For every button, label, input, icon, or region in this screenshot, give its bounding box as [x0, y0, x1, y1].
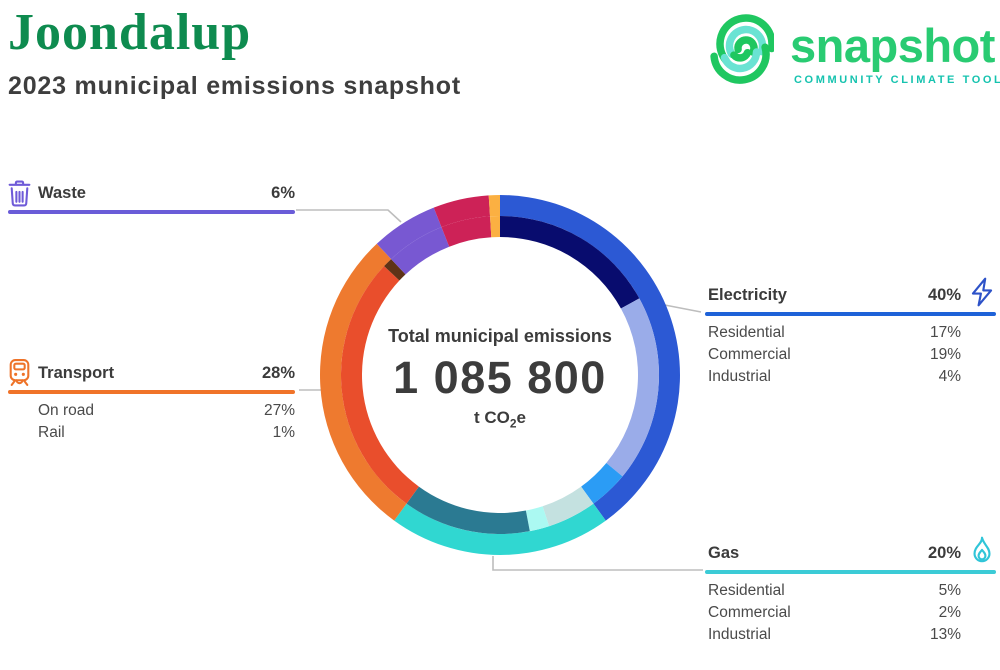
category-rule-electricity — [705, 312, 996, 316]
donut-segment-subcategories-electricity-industrial[interactable] — [581, 462, 623, 504]
lightning-icon — [968, 276, 996, 313]
donut-segment-subcategories-gas-commercial[interactable] — [525, 506, 550, 532]
subcategory-row-onroad: On road 27% — [38, 402, 295, 419]
donut-segment-subcategories-electricity-commercial[interactable] — [606, 298, 659, 477]
subcategory-row-elec-industrial: Industrial 4% — [708, 368, 961, 385]
category-gas: Gas 20% Residential 5% Commercial 2% Ind… — [705, 536, 996, 646]
category-label-waste: Waste — [38, 184, 86, 202]
category-rule-gas — [705, 570, 996, 574]
category-label-electricity: Electricity — [708, 286, 787, 304]
donut-segment-subcategories-unlabeled-a[interactable] — [441, 216, 492, 247]
snapshot-logo-mark-icon — [710, 14, 774, 84]
category-electricity: Electricity 40% Residential 17% Commerci… — [705, 277, 996, 388]
donut-segment-categories-transport[interactable] — [320, 243, 407, 521]
total-emissions-value: 1 085 800 — [393, 352, 607, 403]
train-icon — [8, 358, 31, 392]
category-waste: Waste 6% — [8, 180, 295, 214]
donut-segment-subcategories-gas-industrial[interactable] — [406, 486, 530, 534]
subcategory-row-gas-residential: Residential 5% — [708, 582, 961, 599]
leader-line-waste — [296, 209, 402, 223]
donut-segment-subcategories-waste[interactable] — [391, 227, 450, 275]
subcategory-row-gas-industrial: Industrial 13% — [708, 626, 961, 643]
page-subtitle: 2023 municipal emissions snapshot — [8, 72, 461, 100]
category-label-gas: Gas — [708, 544, 740, 562]
donut-segment-subcategories-transport-on-road[interactable] — [341, 266, 419, 504]
page-title: Joondalup — [8, 4, 252, 61]
donut-segment-subcategories-unlabeled-b[interactable] — [490, 215, 500, 238]
subcategory-row-elec-residential: Residential 17% — [708, 324, 961, 341]
donut-segment-subcategories-transport-rail[interactable] — [384, 259, 406, 281]
total-emissions-label: Total municipal emissions — [388, 326, 612, 346]
leader-line-gas — [492, 556, 703, 571]
subcategory-row-rail: Rail 1% — [38, 424, 295, 441]
category-label-transport: Transport — [38, 364, 115, 382]
snapshot-logo-tagline: COMMUNITY CLIMATE TOOL — [794, 74, 1000, 86]
donut-segment-categories-unlabeled-b[interactable] — [488, 195, 500, 217]
trash-icon — [8, 180, 31, 212]
donut-segment-categories-waste[interactable] — [376, 207, 442, 260]
donut-center: Total municipal emissions 1 085 800 t CO… — [350, 326, 650, 430]
category-value-transport: 28% — [261, 364, 295, 382]
total-emissions-unit: t CO2e — [474, 408, 526, 431]
donut-segment-categories-electricity[interactable] — [500, 195, 680, 521]
category-value-waste: 6% — [271, 184, 295, 202]
donut-segment-categories-unlabeled-a[interactable] — [433, 195, 491, 228]
category-value-electricity: 40% — [927, 286, 961, 304]
category-transport: Transport 28% On road 27% Rail 1% — [8, 359, 295, 444]
category-rule-waste — [8, 210, 295, 214]
snapshot-logo: snapshot COMMUNITY CLIMATE TOOL — [710, 6, 1000, 92]
category-value-gas: 20% — [927, 544, 961, 562]
donut-segment-categories-gas[interactable] — [394, 503, 606, 555]
subcategory-row-elec-commercial: Commercial 19% — [708, 346, 961, 363]
donut-segment-subcategories-gas-residential[interactable] — [542, 486, 594, 527]
category-rule-transport — [8, 390, 295, 394]
subcategory-row-gas-commercial: Commercial 2% — [708, 604, 961, 621]
flame-icon — [968, 535, 996, 572]
donut-segments[interactable] — [320, 195, 680, 555]
donut-segment-subcategories-electricity-residential[interactable] — [500, 216, 640, 309]
snapshot-logo-wordmark: snapshot — [790, 19, 995, 72]
